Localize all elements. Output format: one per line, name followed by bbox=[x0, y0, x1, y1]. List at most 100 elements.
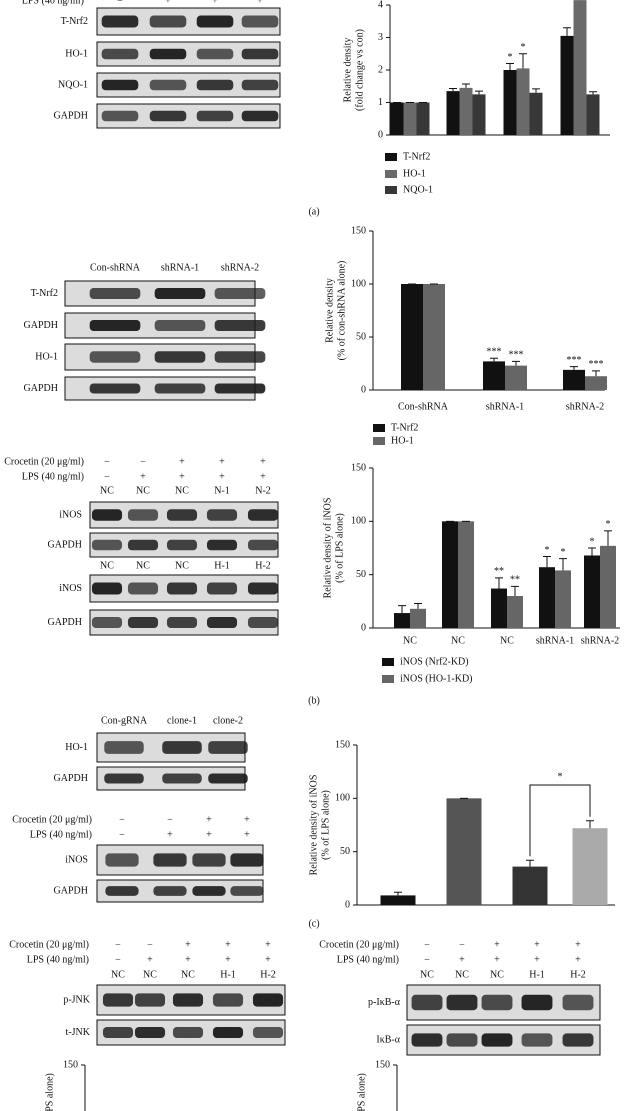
blot-band bbox=[101, 79, 139, 91]
condition-sign: − bbox=[104, 456, 110, 467]
y-tick-label: 50 bbox=[356, 569, 366, 580]
blot-band bbox=[521, 994, 553, 1011]
error-bar bbox=[563, 27, 571, 36]
bar bbox=[503, 70, 517, 135]
blot-band bbox=[127, 539, 159, 551]
condition-sign: − bbox=[119, 829, 125, 840]
blot-band bbox=[206, 582, 238, 595]
blot-band bbox=[149, 15, 187, 28]
y-axis-label: (fold change vs con) bbox=[354, 29, 365, 111]
blot-band bbox=[241, 110, 279, 122]
blot-band bbox=[252, 1027, 284, 1038]
lane-label: NC bbox=[100, 485, 114, 496]
bar bbox=[380, 895, 416, 905]
blot-band bbox=[214, 288, 266, 299]
lane-label: shRNA-1 bbox=[161, 262, 199, 273]
row-label: GAPDH bbox=[54, 885, 88, 896]
row-label: iNOS bbox=[59, 509, 82, 520]
significance: * bbox=[508, 52, 513, 63]
legend-label: T-Nrf2 bbox=[391, 422, 418, 433]
blot-band bbox=[166, 617, 198, 628]
error-bar bbox=[511, 585, 519, 596]
blot-band bbox=[154, 288, 206, 299]
bar bbox=[560, 35, 574, 135]
row-label: t-JNK bbox=[66, 1027, 91, 1038]
blot-band bbox=[149, 110, 187, 122]
condition-sign: − bbox=[424, 954, 430, 965]
lane-label: NC bbox=[455, 969, 469, 980]
blot-band bbox=[196, 15, 234, 28]
legend-label: iNOS (Nrf2-KD) bbox=[400, 656, 469, 667]
legend-swatch bbox=[385, 170, 397, 178]
error-bar bbox=[398, 605, 406, 614]
error-bar bbox=[495, 577, 503, 589]
bar bbox=[416, 102, 430, 135]
condition-sign: − bbox=[115, 954, 121, 965]
lane-label: NC bbox=[136, 560, 150, 571]
condition-sign: + bbox=[244, 814, 250, 825]
condition-label: LPS (40 ng/ml) bbox=[30, 829, 92, 840]
significance: * bbox=[521, 42, 526, 53]
error-bar bbox=[526, 859, 534, 867]
blot-band bbox=[411, 1033, 443, 1047]
row-label: p-JNK bbox=[63, 994, 90, 1005]
x-tick-label: NC bbox=[500, 635, 514, 646]
error-bar bbox=[559, 558, 567, 571]
condition-sign: + bbox=[206, 829, 212, 840]
blot-band bbox=[162, 773, 202, 784]
lane-label: clone-1 bbox=[167, 715, 197, 726]
blot-band bbox=[91, 582, 123, 595]
bar bbox=[584, 555, 600, 628]
bar bbox=[600, 545, 616, 628]
x-tick-label: shRNA-1 bbox=[536, 635, 574, 646]
lane-label: NC bbox=[143, 969, 157, 980]
significance: * bbox=[545, 545, 550, 556]
y-tick-label: 1 bbox=[378, 97, 383, 108]
condition-sign: + bbox=[140, 471, 146, 482]
bar bbox=[507, 596, 523, 628]
significance: *** bbox=[487, 346, 502, 357]
lane-label: NC bbox=[111, 969, 125, 980]
blot-band bbox=[521, 1033, 553, 1047]
y-axis-label: (% of LPS alone) bbox=[334, 513, 345, 583]
condition-label: LPS (40 ng/ml) bbox=[22, 0, 84, 6]
lane-label: N-1 bbox=[214, 485, 230, 496]
blot-band bbox=[102, 1027, 134, 1038]
blot-band bbox=[154, 320, 206, 331]
y-tick-label: 2 bbox=[378, 64, 383, 75]
bar bbox=[512, 866, 548, 905]
y-tick-label: 50 bbox=[356, 331, 366, 342]
legend-label: HO-1 bbox=[391, 435, 414, 446]
condition-sign: − bbox=[459, 939, 465, 950]
error-bar bbox=[462, 83, 470, 88]
blot-band bbox=[149, 79, 187, 91]
lane-label: NC bbox=[181, 969, 195, 980]
blot-band bbox=[89, 351, 141, 363]
error-bar bbox=[512, 360, 520, 366]
blot-band bbox=[127, 582, 159, 595]
lane-label: H-2 bbox=[260, 969, 276, 980]
blot-band bbox=[105, 886, 139, 896]
condition-sign: − bbox=[167, 814, 173, 825]
condition-sign: + bbox=[179, 456, 185, 467]
blot-band bbox=[162, 741, 202, 754]
condition-sign: + bbox=[257, 0, 263, 6]
lane-label: NC bbox=[136, 485, 150, 496]
condition-label: Crocetin (20 μg/ml) bbox=[319, 939, 399, 950]
blot-band bbox=[446, 994, 478, 1011]
y-axis-label: Relative density bbox=[324, 278, 335, 343]
blot-band bbox=[212, 1027, 244, 1038]
lane-label: NC bbox=[490, 969, 504, 980]
significance: * bbox=[590, 536, 595, 547]
y-tick-label: 150 bbox=[351, 462, 366, 473]
bracket bbox=[529, 784, 591, 857]
lane-label: H-1 bbox=[529, 969, 545, 980]
blot-band bbox=[101, 110, 139, 122]
row-label: IκB-α bbox=[376, 1034, 400, 1045]
significance: ** bbox=[510, 575, 520, 586]
blot-band bbox=[89, 383, 141, 394]
condition-sign: − bbox=[140, 456, 146, 467]
y-tick-label: 100 bbox=[351, 278, 366, 289]
y-tick-label: 150 bbox=[375, 1059, 390, 1070]
condition-sign: − bbox=[104, 471, 110, 482]
